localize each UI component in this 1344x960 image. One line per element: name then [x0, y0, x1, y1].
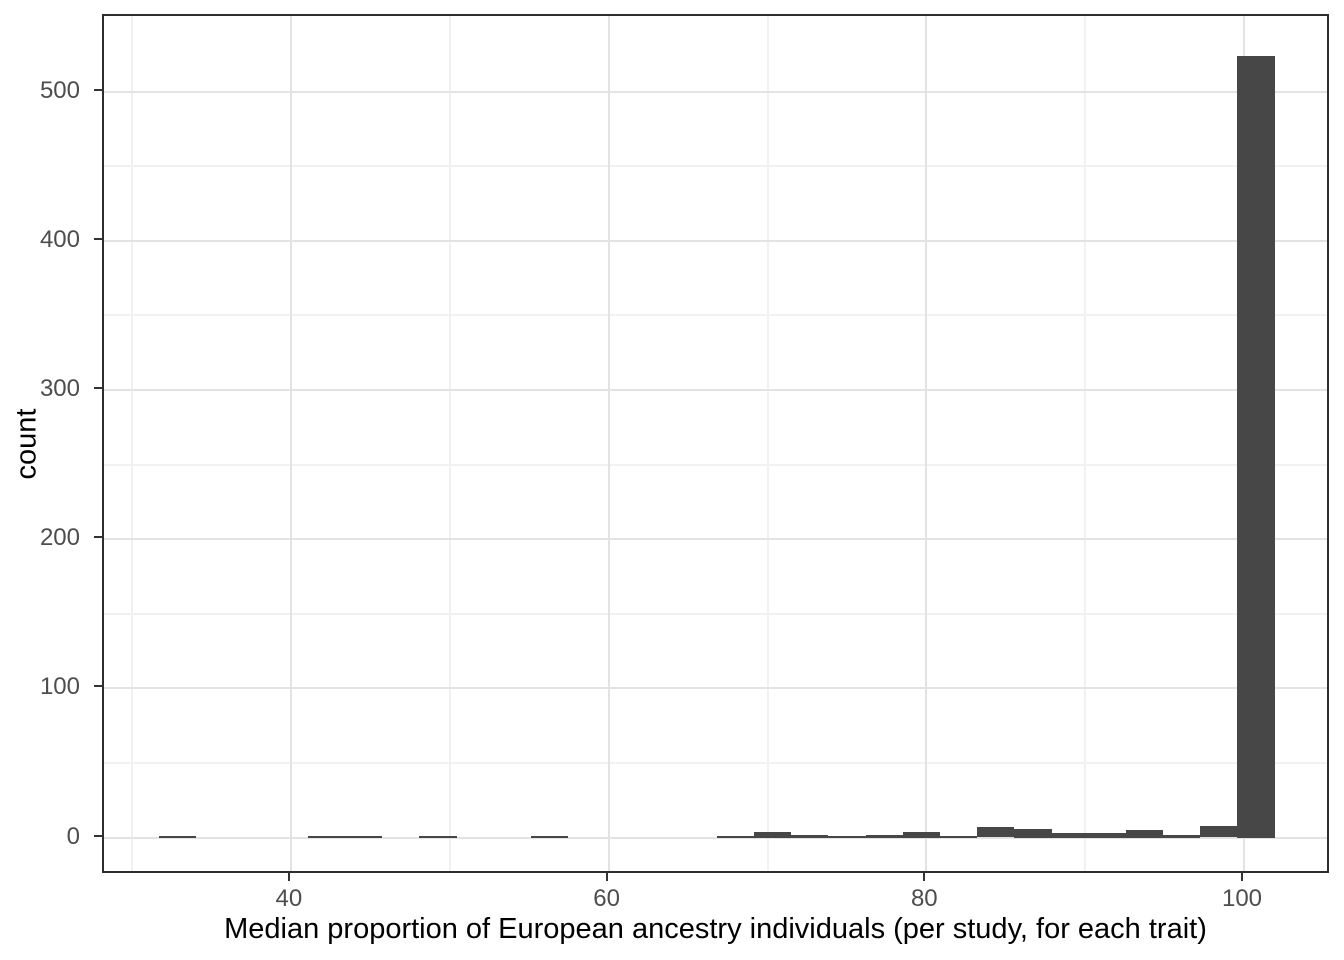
y-major-gridline — [104, 239, 1327, 242]
histogram-bar — [1200, 825, 1238, 838]
x-axis-tick-label: 100 — [1221, 885, 1263, 912]
x-axis-tick-label: 40 — [275, 885, 303, 912]
x-axis-tick — [1241, 873, 1243, 881]
histogram-bar — [1237, 55, 1275, 838]
histogram-bar — [716, 836, 754, 838]
histogram-bar — [307, 836, 345, 838]
y-major-gridline — [104, 388, 1327, 391]
y-minor-gridline — [104, 612, 1327, 615]
histogram-bar — [754, 831, 792, 838]
histogram-bar — [419, 836, 457, 838]
y-major-gridline — [104, 687, 1327, 690]
x-axis-tick-label: 80 — [910, 885, 938, 912]
x-axis-tick-label: 60 — [593, 885, 620, 912]
x-minor-gridline — [766, 16, 769, 871]
y-axis-tick-label: 300 — [39, 374, 80, 402]
x-major-gridline — [607, 16, 610, 871]
histogram-bar — [939, 836, 978, 838]
y-axis-tick — [94, 386, 102, 389]
y-axis-tick-label: 0 — [66, 822, 80, 850]
y-axis-tick-label: 400 — [39, 225, 80, 253]
histogram-bar — [159, 836, 197, 838]
x-major-gridline — [289, 16, 292, 871]
histogram-bar — [977, 827, 1015, 838]
histogram-bar — [1163, 834, 1201, 838]
y-axis-tick — [94, 237, 102, 240]
plot-panel — [102, 14, 1329, 873]
y-minor-gridline — [104, 463, 1327, 466]
y-axis-tick — [94, 834, 102, 837]
x-minor-gridline — [131, 16, 134, 871]
y-axis-tick-label: 500 — [39, 76, 80, 104]
x-axis-title: Median proportion of European ancestry i… — [224, 913, 1207, 945]
y-axis-tick — [94, 685, 102, 688]
y-axis-title: count — [10, 408, 43, 479]
histogram-bar — [1014, 828, 1052, 838]
y-axis-tick — [94, 88, 102, 91]
x-major-gridline — [925, 16, 928, 871]
histogram-bar — [828, 836, 866, 838]
y-axis-tick-label: 200 — [39, 524, 80, 552]
x-minor-gridline — [448, 16, 451, 871]
y-minor-gridline — [104, 165, 1327, 168]
histogram-bar — [902, 831, 940, 838]
y-major-gridline — [104, 836, 1327, 839]
histogram-bar — [1125, 830, 1164, 838]
y-minor-gridline — [104, 761, 1327, 764]
y-minor-gridline — [104, 314, 1327, 317]
x-axis-tick — [923, 873, 926, 881]
histogram-bar — [865, 834, 903, 838]
y-axis-tick — [94, 536, 102, 539]
histogram-bar — [345, 836, 383, 838]
histogram-bar — [530, 836, 569, 838]
histogram-bar — [1088, 833, 1126, 838]
x-minor-gridline — [1084, 16, 1087, 871]
y-major-gridline — [104, 90, 1327, 93]
x-axis-tick — [605, 873, 608, 881]
histogram-bar — [791, 834, 829, 838]
y-axis-tick-label: 100 — [39, 673, 80, 701]
histogram-bar — [1051, 833, 1089, 838]
x-axis-tick — [287, 873, 290, 881]
y-major-gridline — [104, 538, 1327, 541]
